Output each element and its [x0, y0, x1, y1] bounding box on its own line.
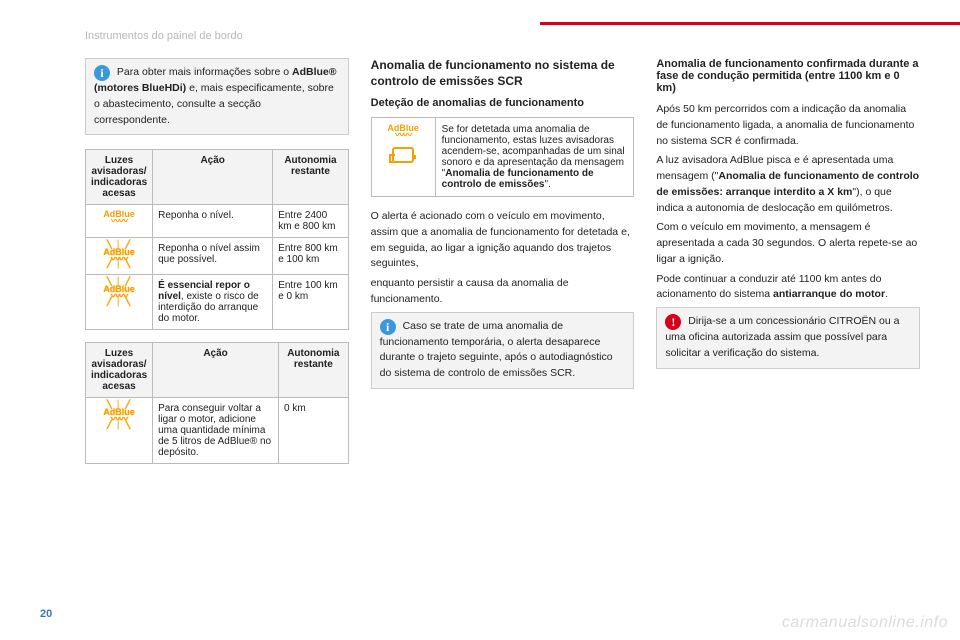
paragraph-after50-b: A luz avisadora AdBlue pisca e é apresen…: [656, 153, 920, 216]
paragraph-after50-a: Após 50 km percorridos com a indicação d…: [656, 102, 920, 149]
th-action: Ação: [153, 150, 273, 205]
paragraph-continue: Pode continuar a conduzir até 1100 km an…: [656, 272, 920, 304]
cell-range: 0 km: [278, 398, 348, 464]
p-post: .: [885, 288, 888, 300]
detection-icon-cell: AdBlue〰〰: [371, 118, 435, 197]
adblue-icon-cell: AdBlue〰〰: [86, 205, 153, 238]
cell-range: Entre 2400 km e 800 km: [273, 205, 348, 238]
th-range: Autonomia restante: [273, 150, 348, 205]
info-icon: i: [380, 319, 396, 335]
adblue-icon: ╲ │ ╱AdBlue〰〰╱ │ ╲: [103, 243, 135, 267]
info-callout-temporary: i Caso se trate de uma anomalia de funci…: [371, 312, 635, 389]
callout-text: Dirija-se a um concessionário CITROËN ou…: [665, 315, 899, 359]
th-action: Ação: [153, 343, 279, 398]
section-header: Instrumentos do painel de bordo: [85, 30, 243, 42]
cell-action: Para conseguir voltar a ligar o motor, a…: [153, 398, 279, 464]
th-lights: Luzes avisadoras/ indicadoras acesas: [86, 343, 153, 398]
info-callout-adblue: i Para obter mais informações sobre o Ad…: [85, 58, 349, 135]
warning-lights-table-2: Luzes avisadoras/ indicadoras acesas Açã…: [85, 342, 349, 464]
page-number: 20: [40, 608, 52, 620]
cell-action: Reponha o nível.: [153, 205, 273, 238]
paragraph-alert-triggered: O alerta é acionado com o veículo em mov…: [371, 209, 635, 272]
adblue-icon: AdBlue〰〰: [387, 124, 419, 138]
callout-text-pre: Para obter mais informações sobre o: [117, 66, 292, 78]
heading-anomaly: Anomalia de funcionamento no sistema de …: [371, 58, 635, 89]
cell-action: É essencial repor o nível, existe o risc…: [153, 275, 273, 330]
callout-text: Para obter mais informações sobre o AdBl…: [94, 66, 337, 126]
cell-range: Entre 100 km e 0 km: [273, 275, 348, 330]
detection-text-bold: Anomalia de funcionamento de controlo de…: [442, 168, 594, 190]
cell-range: Entre 800 km e 100 km: [273, 238, 348, 275]
th-lights: Luzes avisadoras/ indicadoras acesas: [86, 150, 153, 205]
table-row: AdBlue〰〰 Reponha o nível. Entre 2400 km …: [86, 205, 349, 238]
heading-detection: Deteção de anomalias de funcionamento: [371, 97, 635, 109]
heading-confirmed: Anomalia de funcionamento confirmada dur…: [656, 58, 920, 94]
adblue-icon-cell: ╲ │ ╱AdBlue〰〰╱ │ ╲: [86, 398, 153, 464]
detection-text-post: ".: [544, 179, 550, 190]
engine-icon: [392, 147, 414, 163]
paragraph-moving: Com o veículo em movimento, a mensagem é…: [656, 220, 920, 267]
adblue-icon: AdBlue〰〰: [103, 210, 135, 224]
table-row: ╲ │ ╱AdBlue〰〰╱ │ ╲ É essencial repor o n…: [86, 275, 349, 330]
detection-text: Se for detetada uma anomalia de funciona…: [435, 118, 634, 197]
page-content: i Para obter mais informações sobre o Ad…: [85, 58, 920, 590]
detection-table: AdBlue〰〰 Se for detetada uma anomalia de…: [371, 117, 635, 197]
adblue-icon-cell: ╲ │ ╱AdBlue〰〰╱ │ ╲: [86, 275, 153, 330]
paragraph-persist: enquanto persistir a causa da anomalia d…: [371, 276, 635, 308]
adblue-icon: ╲ │ ╱AdBlue〰〰╱ │ ╲: [103, 280, 135, 304]
info-icon: i: [94, 65, 110, 81]
adblue-icon: ╲ │ ╱AdBlue〰〰╱ │ ╲: [103, 403, 135, 427]
p-bold: antiarranque do motor: [773, 288, 885, 300]
warning-icon: !: [665, 314, 681, 330]
warning-lights-table-1: Luzes avisadoras/ indicadoras acesas Açã…: [85, 149, 349, 330]
th-range: Autonomia restante: [278, 343, 348, 398]
top-red-bar: [540, 22, 960, 25]
adblue-icon-cell: ╲ │ ╱AdBlue〰〰╱ │ ╲: [86, 238, 153, 275]
warning-callout-dealer: ! Dirija-se a um concessionário CITROËN …: [656, 307, 920, 369]
table-row: ╲ │ ╱AdBlue〰〰╱ │ ╲ Para conseguir voltar…: [86, 398, 349, 464]
table-row: ╲ │ ╱AdBlue〰〰╱ │ ╲ Reponha o nível assim…: [86, 238, 349, 275]
cell-action: Reponha o nível assim que possível.: [153, 238, 273, 275]
callout-text: Caso se trate de uma anomalia de funcion…: [380, 320, 613, 380]
watermark: carmanualsonline.info: [782, 614, 948, 632]
